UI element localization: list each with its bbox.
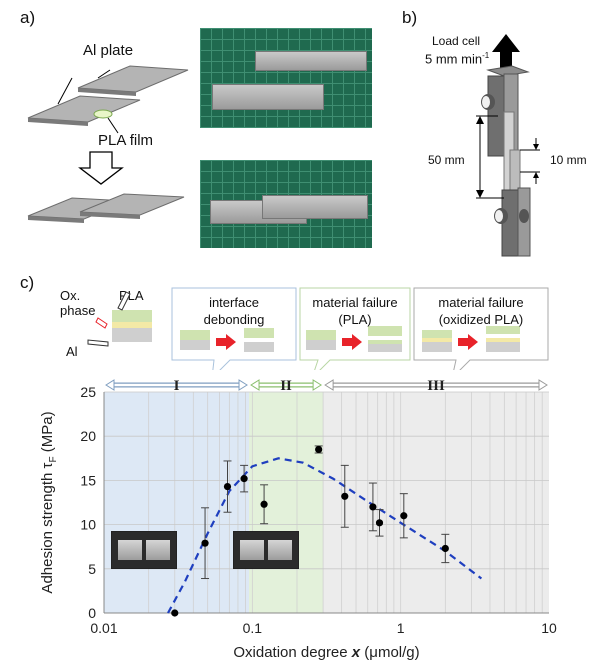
photo-separate-plates <box>200 28 372 128</box>
x-axis-label: Oxidation degree x (μmol/g) <box>233 644 419 661</box>
y-axis-label: Adhesion strength τF (MPa) <box>39 411 59 593</box>
load-cell-label: Load cell <box>432 34 481 48</box>
data-point <box>171 609 179 617</box>
region-I-band <box>104 392 250 613</box>
region-II-band <box>249 392 324 613</box>
data-point <box>223 482 232 491</box>
x-tick-label: 10 <box>541 620 557 636</box>
x-tick-label: 1 <box>397 620 405 636</box>
inset-photo-region-1 <box>111 531 177 569</box>
region-arrowhead <box>238 379 248 391</box>
speed-label: 5 mm min-1 <box>425 51 490 67</box>
photo-joined-plates <box>200 160 372 248</box>
data-point <box>260 500 268 508</box>
callout-interface-debonding: interface debonding <box>203 295 265 327</box>
pla-film-label: PLA film <box>98 132 154 149</box>
data-point <box>315 445 323 454</box>
y-tick-label: 10 <box>80 517 96 533</box>
al-layer-label: Al <box>66 344 78 359</box>
y-tick-label: 15 <box>80 472 96 488</box>
region-arrowhead <box>250 379 260 391</box>
region-arrowhead <box>324 379 334 391</box>
panel-b-tensile-fixture <box>476 34 540 257</box>
x-tick-label: 0.01 <box>90 620 117 636</box>
region-II-label: II <box>280 378 292 394</box>
callout-material-failure-pla: material failure (PLA) <box>312 295 398 327</box>
fit-curve <box>167 457 483 614</box>
x-tick-label: 0.1 <box>243 620 263 636</box>
data-point <box>341 492 349 500</box>
y-tick-label: 20 <box>80 428 96 444</box>
inset-photo-region-2 <box>233 531 299 569</box>
region-III-band <box>323 392 549 613</box>
region-arrowhead <box>312 379 323 391</box>
panel-a-schematic <box>27 65 189 223</box>
region-arrowhead <box>538 379 548 391</box>
region-I-label: I <box>174 378 180 394</box>
y-tick-label: 25 <box>80 384 96 400</box>
y-tick-label: 0 <box>88 605 96 621</box>
data-point <box>240 475 248 483</box>
data-point <box>369 503 377 511</box>
region-III-label: III <box>427 378 445 394</box>
data-point <box>201 539 209 547</box>
dimension-50mm: 50 mm <box>428 153 465 167</box>
y-tick-label: 5 <box>88 561 96 577</box>
callout-material-failure-oxidized-pla: material failure (oxidized PLA) <box>438 295 524 327</box>
al-plate-label: Al plate <box>83 42 134 59</box>
data-point <box>400 512 408 520</box>
panel-c-layer-diagrams <box>87 287 549 370</box>
data-point <box>441 544 449 553</box>
region-arrowhead <box>105 379 115 391</box>
ox-phase-label: Ox. phase <box>60 288 96 318</box>
panel-b-label: b) <box>402 8 418 27</box>
panel-c-label: c) <box>20 273 35 292</box>
data-point <box>375 519 384 527</box>
panel-a-label: a) <box>20 8 36 27</box>
dimension-10mm: 10 mm <box>550 153 587 167</box>
